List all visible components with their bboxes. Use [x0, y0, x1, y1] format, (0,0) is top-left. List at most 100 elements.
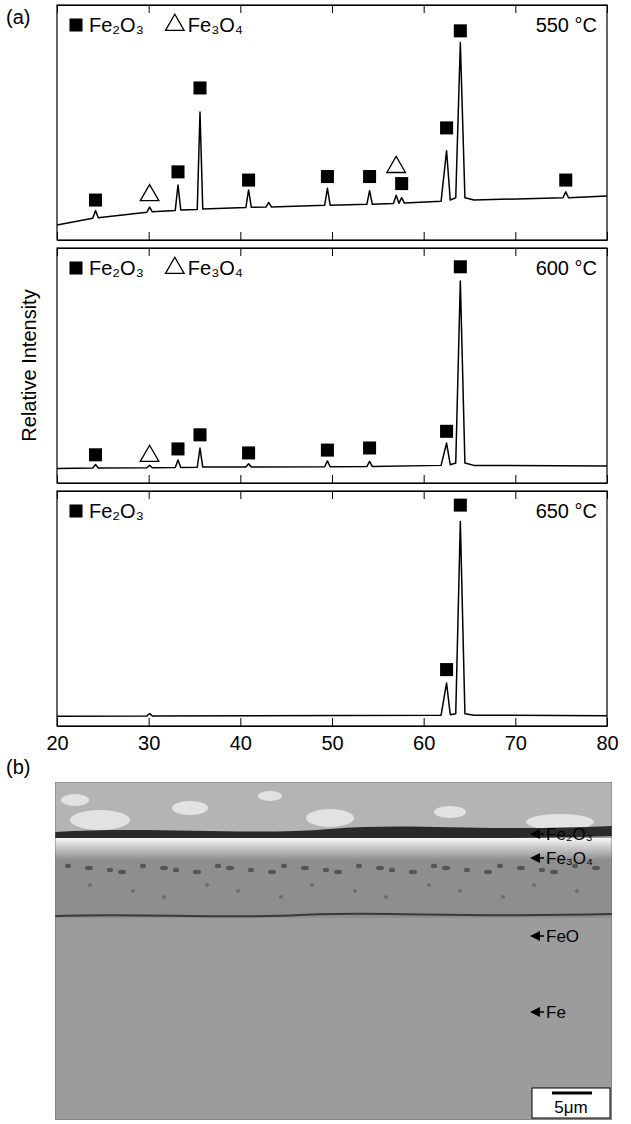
x-tick [424, 232, 425, 240]
x-tick-top [57, 5, 58, 13]
x-tick-top [424, 248, 425, 256]
scale-bar-box [532, 1088, 610, 1118]
texture [517, 866, 525, 870]
plot-frame [57, 5, 607, 240]
texture [310, 883, 314, 887]
plot-area [57, 499, 607, 717]
x-axis-top [58, 491, 608, 499]
x-axis [58, 475, 608, 484]
texture [236, 889, 240, 893]
x-tick-mark [515, 5, 516, 13]
x-tick [515, 475, 516, 483]
x-tick-mark [424, 718, 425, 726]
x-tick [57, 475, 58, 483]
x-tick: 70 [505, 718, 527, 754]
texture [458, 889, 462, 893]
x-tick-mark [332, 491, 333, 499]
x-tick-mark [607, 491, 608, 499]
texture [107, 868, 113, 872]
legend: Fe₂O₃ Fe₃O₄ [69, 257, 243, 279]
layer-label: Fe₃O₄ [546, 849, 593, 868]
x-tick-mark [240, 248, 241, 256]
x-tick-mark [515, 718, 516, 726]
x-tick-label: 40 [230, 732, 252, 754]
texture [427, 883, 431, 887]
texture [131, 889, 135, 893]
panel-label: (b) [6, 756, 30, 778]
x-tick-mark [332, 232, 333, 240]
phase-marker [193, 428, 206, 441]
image-border [55, 782, 612, 1120]
panel-label: (a) [6, 6, 30, 28]
scale-bar: 5μm [532, 1088, 610, 1118]
legend-label: Fe₂O₃ [89, 500, 144, 522]
plot-area [57, 260, 607, 468]
x-tick-mark [240, 491, 241, 499]
texture [389, 868, 395, 872]
x-tick-top [332, 248, 333, 256]
x-tick-mark [57, 248, 58, 256]
texture [88, 883, 92, 887]
x-tick-top [607, 5, 608, 13]
x-tick-top [240, 491, 241, 499]
label-arrow [530, 853, 540, 863]
x-tick-mark [607, 475, 608, 483]
texture [356, 864, 362, 868]
x-axis: 20304050607080 [46, 718, 618, 754]
phase-marker [321, 170, 334, 183]
layer-fe [55, 782, 612, 1120]
x-tick [332, 232, 333, 240]
x-tick-top [515, 248, 516, 256]
phase-marker [171, 165, 184, 178]
texture [281, 864, 287, 868]
phase-marker [395, 177, 408, 190]
layer-feo [55, 860, 612, 918]
x-axis [58, 232, 608, 241]
texture [65, 864, 71, 868]
phase-marker [454, 260, 467, 273]
x-tick-top [515, 5, 516, 13]
x-tick-top [332, 491, 333, 499]
texture [226, 866, 234, 870]
phase-marker [89, 194, 102, 207]
legend-label: Fe₂O₃ [89, 14, 144, 36]
legend-label: Fe₂O₃ [89, 257, 144, 279]
interface [55, 914, 612, 917]
layer-label: FeO [546, 927, 579, 946]
x-tick-mark [607, 5, 608, 13]
x-axis-line [58, 726, 608, 727]
legend-symbol [69, 18, 82, 31]
x-tick-top [240, 5, 241, 13]
x-tick-mark [240, 475, 241, 483]
legend-label: Fe₃O₄ [188, 14, 243, 36]
x-tick-mark [424, 491, 425, 499]
scale-bar-line [552, 1092, 592, 1095]
phase-marker [140, 445, 159, 461]
x-tick: 60 [413, 718, 435, 754]
phase-marker [363, 170, 376, 183]
x-tick-mark [515, 475, 516, 483]
x-tick-top [57, 491, 58, 499]
plot-frame [57, 248, 607, 483]
x-tick-mark [57, 718, 58, 726]
x-tick-mark [240, 718, 241, 726]
texture [215, 864, 221, 868]
x-tick-top [607, 491, 608, 499]
x-tick-mark [149, 232, 150, 240]
xrd-trace [57, 43, 607, 225]
x-tick-mark [240, 232, 241, 240]
layer-mount [55, 782, 612, 832]
texture [497, 864, 503, 868]
x-axis-top [58, 5, 608, 13]
x-tick-top [240, 248, 241, 256]
legend-label: Fe₃O₄ [188, 257, 243, 279]
x-tick-mark [149, 491, 150, 499]
scale-bar-label: 5μm [554, 1098, 587, 1117]
x-tick [240, 475, 241, 483]
label-arrow [530, 931, 540, 941]
x-tick-mark [57, 491, 58, 499]
x-tick-mark [332, 475, 333, 483]
x-tick-mark [607, 248, 608, 256]
legend: Fe₂O₃ Fe₃O₄ [69, 14, 243, 36]
x-tick: 50 [321, 718, 343, 754]
